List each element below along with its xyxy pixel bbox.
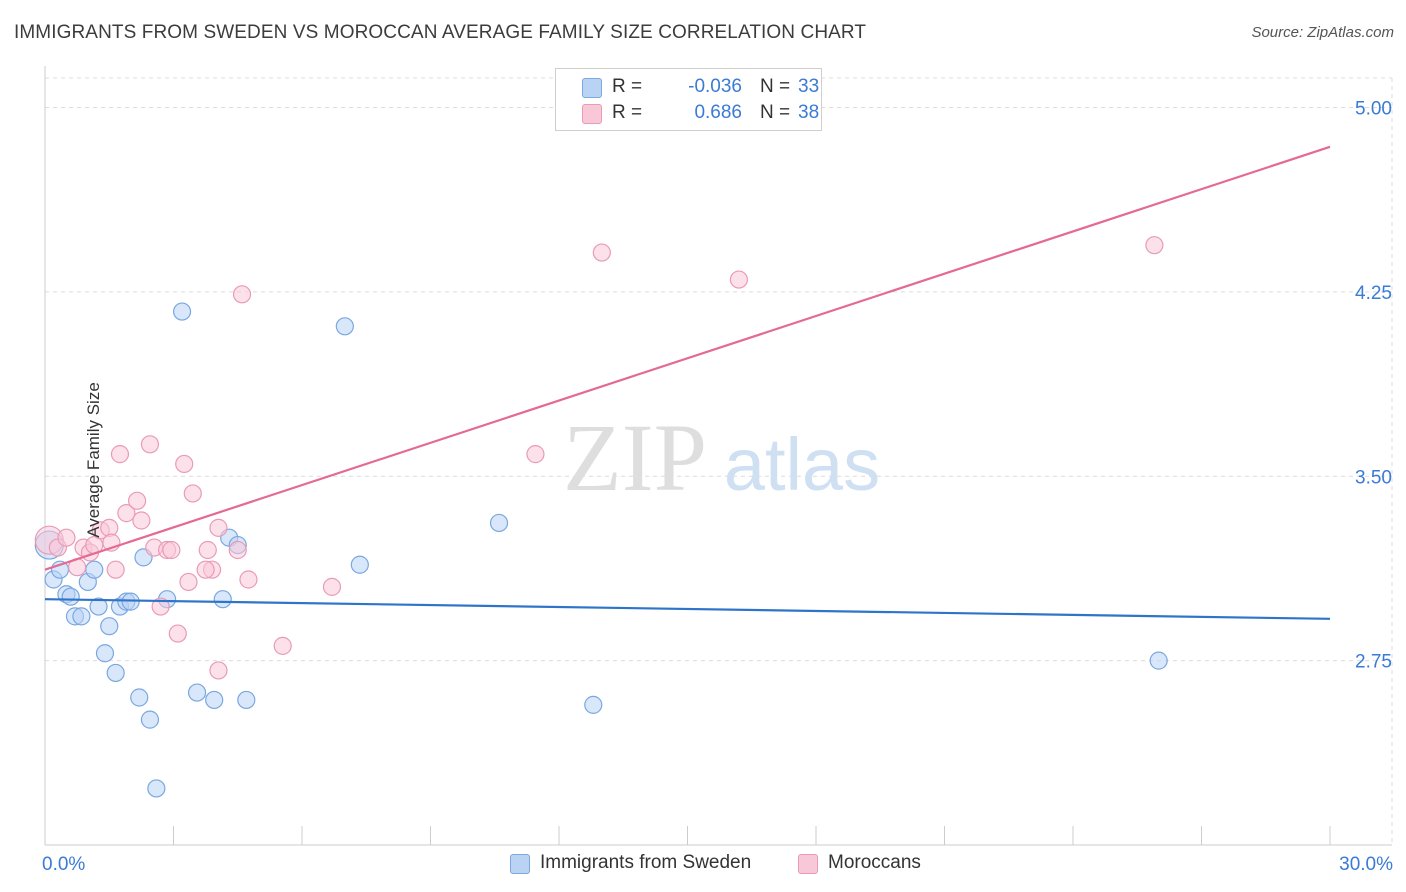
sweden-point <box>205 690 224 710</box>
n-value: 38 <box>798 102 820 123</box>
r-value: -0.036 <box>688 76 742 97</box>
moroccans-point <box>175 454 194 474</box>
series-legend: Immigrants from Sweden Moroccans <box>0 852 1406 878</box>
axes <box>44 66 1392 846</box>
moroccans-point <box>592 243 611 262</box>
n-label: N = <box>760 102 791 123</box>
sweden-point <box>213 590 232 609</box>
moroccans-point <box>57 528 76 547</box>
r-value: 0.686 <box>694 102 742 123</box>
sweden-point <box>172 302 192 321</box>
moroccans-point <box>140 435 160 454</box>
moroccans-point <box>322 577 342 596</box>
moroccans-point <box>526 445 545 464</box>
moroccans-point <box>127 491 147 510</box>
moroccans-point <box>1145 236 1164 255</box>
moroccans-point <box>162 540 181 560</box>
sweden-point <box>187 683 207 702</box>
y-tick-label: 4.25 <box>1355 283 1392 304</box>
sweden-point <box>106 663 125 683</box>
tick-labels: 5.00 4.25 3.50 2.75 0.0% 30.0% <box>42 99 1393 876</box>
moroccans-point <box>183 484 202 503</box>
watermark-atlas: atlas <box>724 423 880 506</box>
y-axis-label: Average Family Size <box>83 382 103 538</box>
moroccans-point <box>273 636 292 655</box>
sweden-point <box>95 644 115 663</box>
sweden-point <box>147 779 166 798</box>
y-tick-label: 3.50 <box>1355 467 1392 488</box>
sweden-point <box>350 555 369 574</box>
x-tick-label: 30.0% <box>1339 854 1393 875</box>
trend-lines <box>44 145 1331 620</box>
sweden-point <box>1149 651 1168 670</box>
moroccans-point <box>151 597 170 616</box>
sweden-point <box>72 607 91 626</box>
sweden-legend-swatch <box>510 854 530 874</box>
moroccans-point <box>179 572 198 592</box>
moroccans-point <box>228 540 247 560</box>
chart-title: IMMIGRANTS FROM SWEDEN VS MOROCCAN AVERA… <box>14 22 867 43</box>
sweden-point <box>130 688 149 707</box>
moroccans-point <box>209 518 228 537</box>
n-value: 33 <box>798 76 820 97</box>
moroccans-point <box>168 624 187 643</box>
sweden-point <box>237 690 256 710</box>
legend-label: Immigrants from Sweden <box>540 852 752 873</box>
sweden-point <box>335 317 354 336</box>
moroccans-legend-swatch <box>798 854 818 874</box>
moroccans-point <box>110 445 130 464</box>
sweden-point <box>489 513 509 533</box>
x-tick-label: 0.0% <box>42 854 85 875</box>
moroccans-trend-line <box>44 145 1331 571</box>
moroccans-point <box>132 511 151 530</box>
moroccans-point <box>729 270 749 289</box>
sweden-point <box>85 560 104 579</box>
sweden-swatch <box>582 78 602 98</box>
sweden-point <box>100 617 119 636</box>
moroccans-point <box>117 504 136 523</box>
sweden-point <box>61 587 80 606</box>
y-tick-label: 2.75 <box>1355 652 1392 673</box>
sweden-point <box>89 597 108 616</box>
legend-label: Moroccans <box>828 852 921 873</box>
moroccans-point <box>196 560 215 579</box>
moroccans-point <box>198 540 217 560</box>
y-tick-label: 5.00 <box>1355 99 1392 120</box>
stats-legend: R = -0.036 N = 33 R = 0.686 N = 38 <box>555 68 822 131</box>
moroccans-point <box>106 560 125 579</box>
moroccans-swatch <box>582 104 602 124</box>
r-label: R = <box>612 76 643 97</box>
r-label: R = <box>612 102 643 123</box>
sweden-trend-line <box>44 598 1331 620</box>
source-credit: Source: ZipAtlas.com <box>1251 24 1394 41</box>
n-label: N = <box>760 76 791 97</box>
data-points <box>34 236 1168 798</box>
moroccans-point <box>209 661 228 680</box>
watermark-zip: ZIP <box>563 404 707 511</box>
sweden-point <box>140 710 160 729</box>
moroccans-point <box>239 570 258 589</box>
moroccans-point <box>232 285 252 304</box>
sweden-point <box>584 695 603 714</box>
